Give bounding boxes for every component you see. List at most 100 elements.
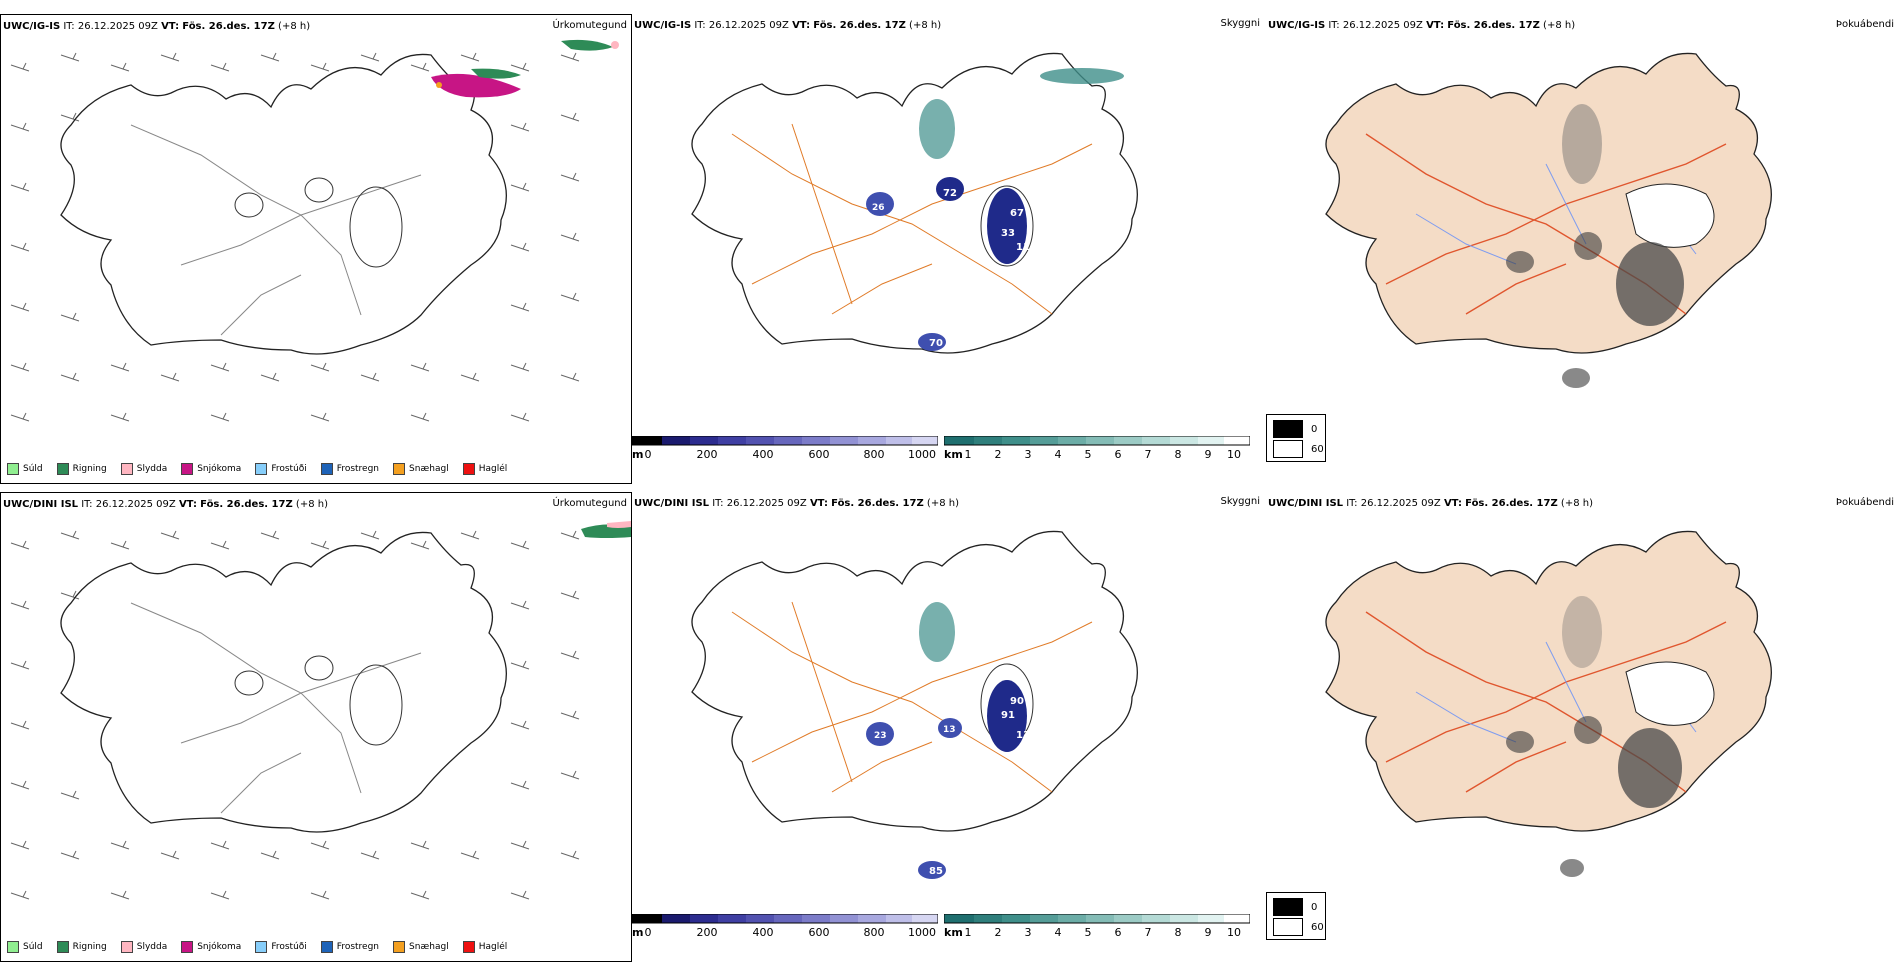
elevation-colorbar: m 0 200 400 600 800 1000 <box>632 436 938 466</box>
visibility-tick: 1 <box>964 926 972 939</box>
sleet-dot <box>611 41 619 49</box>
legend-item: Rigning <box>56 941 107 953</box>
visibility-tick: 2 <box>994 926 1002 939</box>
elevation-tick: 400 <box>752 926 774 939</box>
param-name: Úrkomutegund <box>552 498 627 509</box>
panel-visibility-dini: UWC/DINI ISL IT: 26.12.2025 09Z VT: Fös.… <box>632 492 1264 962</box>
elevation-tick: 0 <box>644 448 652 461</box>
legend-swatch <box>393 941 406 953</box>
visibility-tick: 4 <box>1054 448 1062 461</box>
fog-shade-vatnajokull <box>1616 242 1684 326</box>
ice-cap-langjokull <box>866 722 894 746</box>
visibility-tick: 2 <box>994 448 1002 461</box>
legend-item: Rigning <box>56 463 107 475</box>
param-name: Skyggni <box>1220 496 1260 507</box>
legend-item: Súld <box>7 463 43 475</box>
legend-item: Súld <box>7 941 43 953</box>
visibility-map: 72 67 33 11 70 13 26 <box>632 14 1264 444</box>
legend-swatch <box>462 463 475 475</box>
cloud-label: 13 <box>1016 730 1030 741</box>
low-vis-north <box>919 602 955 662</box>
legend-item: Snjókoma <box>181 463 241 475</box>
elevation-tick: 600 <box>808 448 830 461</box>
cloud-label: 70 <box>929 338 943 349</box>
fog-legend-swatch <box>1273 440 1303 458</box>
ice-cap-vatnajokull <box>987 680 1027 752</box>
cloud-label: 91 <box>1001 710 1015 721</box>
legend-item: Frostúði <box>255 941 307 953</box>
visibility-tick: 1 <box>964 448 972 461</box>
fog-legend-swatch <box>1273 898 1303 916</box>
legend-item: Frostúði <box>255 463 307 475</box>
fog-shade-hofs <box>1574 716 1602 744</box>
fog-legend: 0 60 <box>1266 414 1326 462</box>
low-vis-sea-ne <box>1040 68 1124 84</box>
panel-title: UWC/DINI ISL IT: 26.12.2025 09Z VT: Fös.… <box>634 498 959 509</box>
panel-precip-type-dini: UWC/DINI ISL IT: 26.12.2025 09Z VT: Fös.… <box>0 492 632 962</box>
precip-legend: Súld Rigning Slydda Snjókoma Frostúði Fr… <box>7 941 507 953</box>
param-name: Þokuábendi <box>1835 497 1894 508</box>
fog-legend-swatch <box>1273 420 1303 438</box>
legend-swatch <box>320 941 333 953</box>
elevation-unit: m <box>632 926 644 939</box>
legend-item: Frostregn <box>320 463 379 475</box>
ice-cap-myrdalsjokull <box>918 333 946 351</box>
visibility-unit: km <box>944 926 963 939</box>
fog-shade-south <box>1560 859 1584 877</box>
visibility-tick: 8 <box>1174 448 1182 461</box>
visibility-tick: 8 <box>1174 926 1182 939</box>
legend-swatch <box>181 941 194 953</box>
legend-item: Frostregn <box>320 941 379 953</box>
low-vis-north <box>919 99 955 159</box>
legend-swatch <box>120 941 133 953</box>
cloud-label: 26 <box>872 203 885 213</box>
cloud-label: 90 <box>1010 696 1024 707</box>
ice-cap-hofsjokull <box>936 177 964 201</box>
visibility-tick: 5 <box>1084 448 1092 461</box>
fog-legend-row: 0 <box>1273 420 1317 438</box>
legend-swatch <box>7 463 19 475</box>
panel-title: UWC/DINI ISL IT: 26.12.2025 09Z VT: Fös.… <box>1268 498 1593 509</box>
legend-swatch <box>462 941 475 953</box>
precip-legend: Súld Rigning Slydda Snjókoma Frostúði Fr… <box>7 463 507 475</box>
param-name: Skyggni <box>1220 18 1260 29</box>
elevation-tick: 400 <box>752 448 774 461</box>
legend-item: Snæhagl <box>393 463 449 475</box>
ice-cap-langjokull <box>866 192 894 216</box>
cloud-label: 11 <box>1016 242 1030 253</box>
legend-swatch <box>56 941 69 953</box>
legend-item: Slydda <box>120 463 167 475</box>
panel-precip-type-ig-is: UWC/IG-IS IT: 26.12.2025 09Z VT: Fös. 26… <box>0 14 632 484</box>
cloud-label: 67 <box>1010 208 1024 219</box>
elevation-tick: 0 <box>644 926 652 939</box>
visibility-tick: 7 <box>1144 448 1152 461</box>
sleet-patch <box>607 521 631 528</box>
visibility-map: 90 91 13 85 13 23 <box>632 492 1264 879</box>
visibility-tick: 3 <box>1024 448 1032 461</box>
elevation-tick: 800 <box>863 926 885 939</box>
elevation-bar-gradient <box>632 914 938 924</box>
elevation-tick: 800 <box>863 448 885 461</box>
snow-band <box>431 73 521 98</box>
legend-swatch <box>255 463 268 475</box>
ice-cap-vatnajokull <box>987 188 1027 264</box>
legend-item: Slydda <box>120 941 167 953</box>
cloud-label: 85 <box>929 866 943 877</box>
visibility-unit: km <box>944 448 963 461</box>
elevation-tick: 200 <box>696 926 718 939</box>
fog-legend-row: 60 <box>1273 918 1324 936</box>
graupel-dot <box>436 82 442 88</box>
panel-fog-indicator-dini: UWC/DINI ISL IT: 26.12.2025 09Z VT: Fös.… <box>1266 492 1898 962</box>
legend-item: Haglél <box>462 463 507 475</box>
visibility-tick: 4 <box>1054 926 1062 939</box>
fog-legend: 0 60 <box>1266 892 1326 940</box>
fog-legend-row: 60 <box>1273 440 1324 458</box>
fog-shade-hofs <box>1574 232 1602 260</box>
fog-legend-swatch <box>1273 918 1303 936</box>
elevation-bar-gradient <box>632 436 938 446</box>
legend-item: Snjókoma <box>181 941 241 953</box>
panel-title: UWC/IG-IS IT: 26.12.2025 09Z VT: Fös. 26… <box>3 21 311 32</box>
legend-item: Haglél <box>462 941 507 953</box>
panel-visibility-ig-is: UWC/IG-IS IT: 26.12.2025 09Z VT: Fös. 26… <box>632 14 1264 484</box>
param-name: Úrkomutegund <box>552 20 627 31</box>
